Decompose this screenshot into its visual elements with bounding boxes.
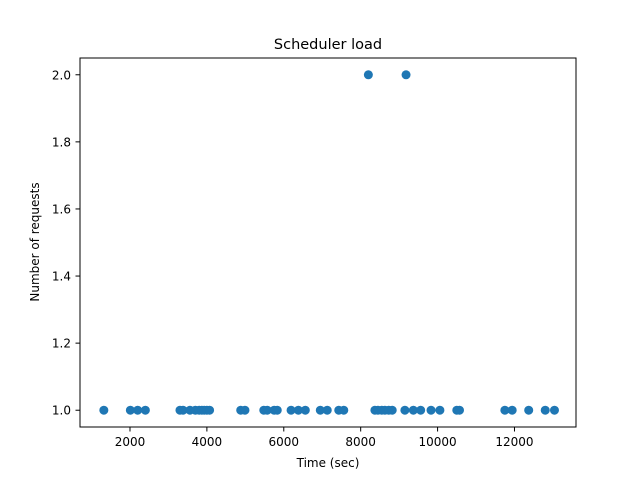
axes-frame xyxy=(79,57,577,428)
data-point xyxy=(140,405,150,415)
x-axis-label: Time (sec) xyxy=(296,456,360,470)
data-point xyxy=(401,70,411,80)
data-point xyxy=(315,405,325,415)
x-tick-label: 12000 xyxy=(495,435,533,449)
data-point xyxy=(416,405,426,415)
data-point xyxy=(286,405,296,415)
data-point xyxy=(339,405,349,415)
x-tick-label: 6000 xyxy=(269,435,300,449)
x-tick-label: 8000 xyxy=(345,435,376,449)
x-tick-label: 2000 xyxy=(115,435,146,449)
data-point xyxy=(540,405,550,415)
y-tick-label: 1.4 xyxy=(52,270,71,284)
data-point xyxy=(500,405,510,415)
data-point xyxy=(363,70,373,80)
data-point xyxy=(262,405,272,415)
x-tick-label: 10000 xyxy=(418,435,456,449)
data-point xyxy=(426,405,436,415)
data-point xyxy=(322,405,332,415)
data-point xyxy=(507,405,517,415)
data-point xyxy=(408,405,418,415)
y-tick-label: 1.6 xyxy=(52,202,71,216)
data-point xyxy=(133,405,143,415)
y-tick-label: 1.8 xyxy=(52,135,71,149)
data-point xyxy=(387,405,397,415)
y-tick-label: 2.0 xyxy=(52,68,71,82)
data-point xyxy=(205,405,215,415)
y-tick-label: 1.2 xyxy=(52,337,71,351)
x-tick-label: 4000 xyxy=(192,435,223,449)
data-point xyxy=(99,405,109,415)
data-point xyxy=(524,405,534,415)
data-point xyxy=(435,405,445,415)
data-point xyxy=(455,405,464,415)
data-point xyxy=(178,405,188,415)
y-axis-label: Number of requests xyxy=(28,182,42,301)
data-point xyxy=(240,405,250,415)
data-point xyxy=(400,405,410,415)
data-point xyxy=(125,405,135,415)
plot-area: 2000 4000 6000 8000 10000 12000 1.0 1.2 1.4 1.6 1.… xyxy=(52,57,577,449)
chart-title: Scheduler load xyxy=(274,37,382,53)
data-point xyxy=(300,405,310,415)
data-point xyxy=(272,405,282,415)
y-tick-label: 1.0 xyxy=(52,404,71,418)
data-point xyxy=(293,405,303,415)
data-point xyxy=(549,405,559,415)
